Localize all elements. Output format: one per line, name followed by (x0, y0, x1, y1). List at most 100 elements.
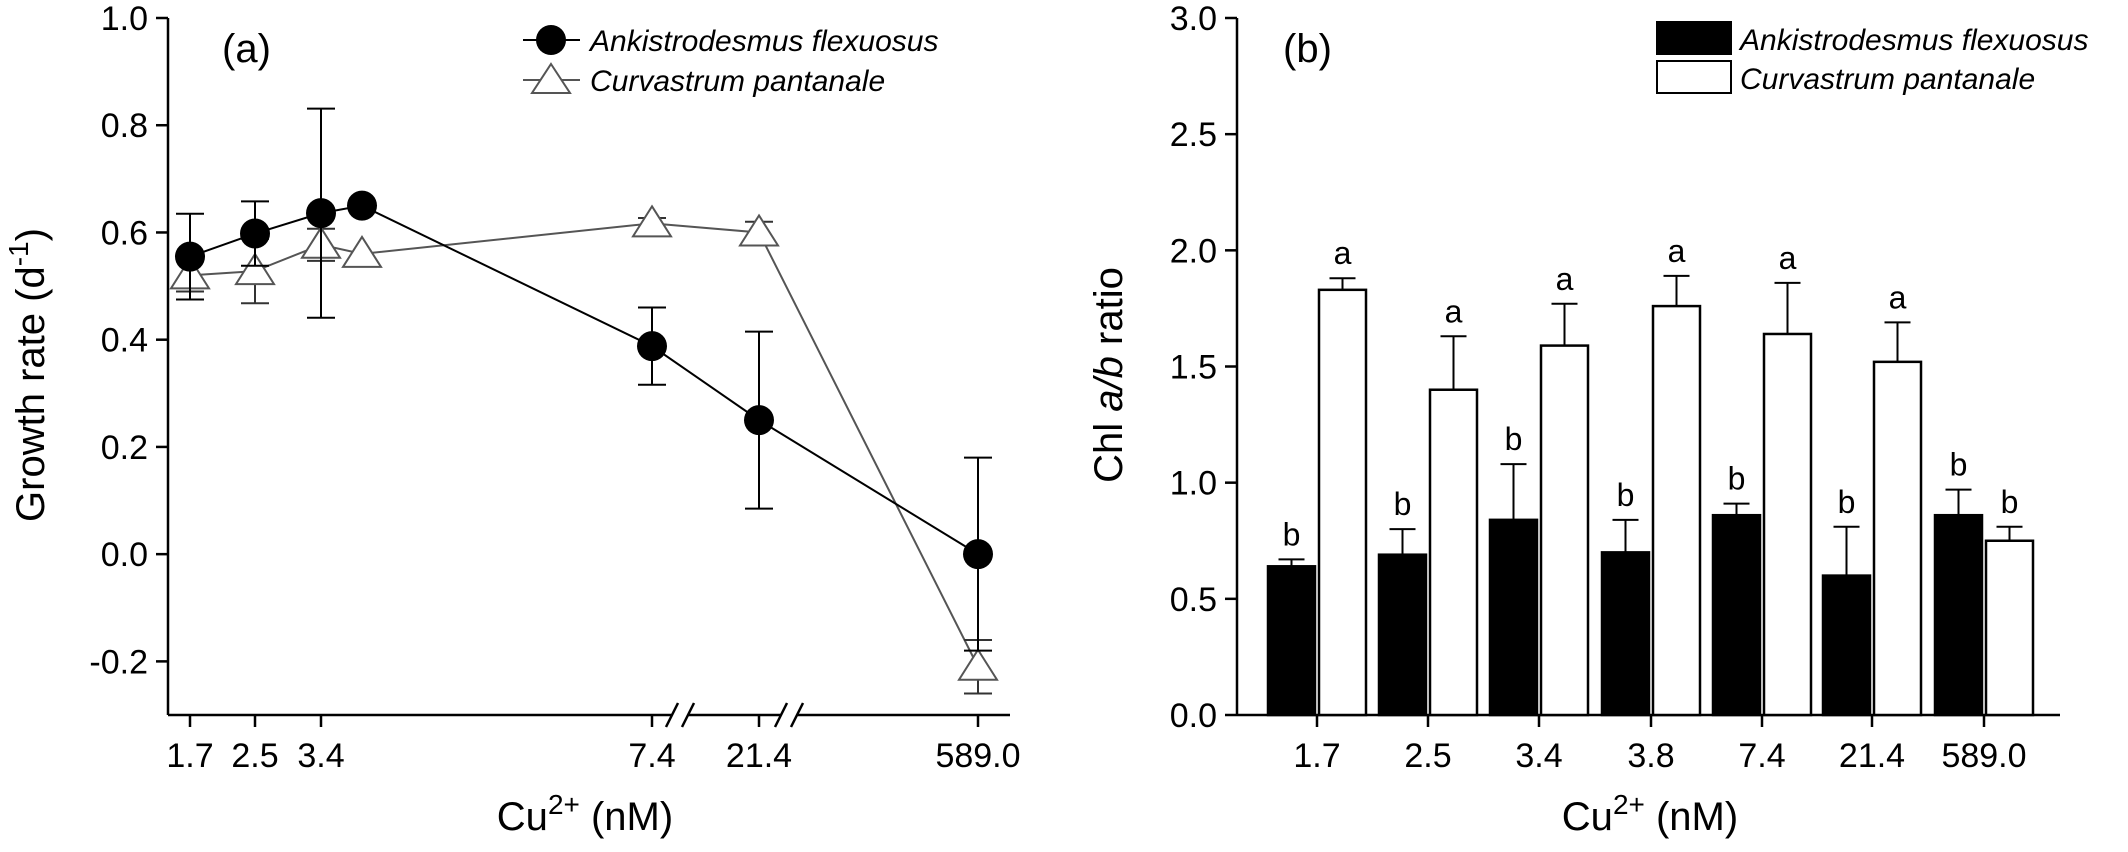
x-tick-label: 589.0 (935, 737, 1020, 775)
panel-b-x-axis-title: Cu2+ (nM) (1562, 789, 1738, 839)
bar-curvastrum (1762, 332, 1813, 717)
panel-a-series (169, 107, 999, 695)
x-tick-label: 7.4 (1738, 737, 1785, 775)
error-bar (1389, 528, 1416, 555)
error-bar (1500, 463, 1527, 520)
data-point-curvastrum (738, 213, 780, 247)
x-tick-label: 21.4 (726, 737, 792, 775)
data-point-ankistrodesmus (744, 405, 774, 436)
data-point-curvastrum (957, 647, 999, 681)
significance-letter: a (1779, 240, 1797, 276)
panel-a-y-ticks: -0.2 0.0 0.2 0.4 0.6 0.8 1.0 (89, 0, 168, 681)
data-point-ankistrodesmus (306, 198, 336, 229)
x-tick-label: 1.7 (166, 737, 213, 775)
legend-label-ankistrodesmus: Ankistrodesmus flexuosus (588, 25, 939, 58)
significance-letter: a (1556, 261, 1574, 297)
error-bar (1833, 525, 1860, 576)
significance-letter: a (1334, 235, 1352, 271)
bar-curvastrum (1984, 539, 2035, 717)
significance-letter: a (1668, 233, 1686, 269)
data-point-curvastrum (631, 204, 673, 238)
y-tick-label: 0.2 (101, 429, 148, 467)
y-tick-label: -0.2 (89, 643, 148, 681)
legend-item-ankistrodesmus: Ankistrodesmus flexuosus (523, 25, 939, 58)
y-tick-label: 1.0 (1170, 465, 1217, 503)
data-point-ankistrodesmus (175, 241, 205, 272)
bar-ankistrodesmus (1711, 513, 1762, 717)
axis-break-mark (680, 702, 696, 728)
y-tick-label: 0.4 (101, 322, 148, 360)
y-tick-label: 3.0 (1170, 0, 1217, 38)
y-tick-label: 2.5 (1170, 116, 1217, 154)
y-tick-label: 0.0 (101, 536, 148, 574)
axis-break-mark (773, 702, 789, 728)
bar-ankistrodesmus (1821, 574, 1872, 717)
x-tick-label: 2.5 (231, 737, 278, 775)
axis-break-mark (789, 702, 805, 728)
bar-curvastrum (1317, 288, 1368, 717)
legend-open-triangle-marker (530, 62, 572, 94)
panel-a-legend: Ankistrodesmus flexuosus Curvastrum pant… (523, 25, 939, 98)
legend-label-curvastrum-bar: Curvastrum pantanale (1740, 63, 2035, 96)
panel-a-line-chart: -0.2 0.0 0.2 0.4 0.6 0.8 1.0 1.7 2.5 3.4 7.4 21.4 5… (3, 0, 1021, 839)
x-tick-label: 2.5 (1404, 737, 1451, 775)
legend-white-swatch (1656, 60, 1732, 94)
axis-break-mark (664, 702, 680, 728)
error-bar (1723, 502, 1750, 516)
panel-a-y-axis-title: Growth rate (d-1) (3, 228, 53, 522)
legend-label-ankistrodesmus-bar: Ankistrodesmus flexuosus (1738, 24, 2089, 57)
panel-b-label: (b) (1283, 27, 1332, 71)
y-tick-label: 0.6 (101, 214, 148, 252)
y-tick-label: 1.0 (101, 0, 148, 38)
bar-curvastrum (1651, 304, 1702, 717)
x-tick-label: 1.7 (1293, 737, 1340, 775)
error-bar (1612, 518, 1639, 553)
panel-b-y-ticks: 0.0 0.5 1.0 1.5 2.0 2.5 3.0 (1170, 0, 1237, 735)
legend-item-curvastrum-bar: Curvastrum pantanale (1656, 60, 2035, 96)
series-line-curvastrum (189, 222, 979, 668)
legend-item-curvastrum: Curvastrum pantanale (523, 62, 885, 98)
panel-a-x-ticks: 1.7 2.5 3.4 7.4 21.4 589.0 (166, 715, 1021, 775)
bar-ankistrodesmus (1488, 518, 1539, 717)
x-tick-label: 3.4 (1515, 737, 1562, 775)
data-point-ankistrodesmus (637, 331, 667, 362)
panel-b-y-axis-title: Chl a/b ratio (1087, 267, 1131, 483)
data-point-ankistrodesmus (240, 218, 270, 249)
y-tick-label: 0.8 (101, 107, 148, 145)
bar-ankistrodesmus (1266, 565, 1317, 717)
significance-letter: a (1889, 279, 1907, 315)
error-bar (1551, 302, 1578, 346)
significance-letter: b (1728, 461, 1746, 497)
x-tick-label: 3.4 (297, 737, 344, 775)
y-tick-label: 0.0 (1170, 697, 1217, 735)
significance-letter: b (1617, 477, 1635, 513)
significance-letter: b (1283, 516, 1301, 552)
significance-letter: b (1394, 486, 1412, 522)
bar-curvastrum (1428, 388, 1479, 717)
error-bar (1945, 488, 1972, 516)
significance-letter: b (2001, 484, 2019, 520)
bar-curvastrum (1539, 344, 1590, 717)
error-bar (1278, 558, 1305, 567)
bar-ankistrodesmus (1933, 513, 1984, 717)
panel-a-label: (a) (222, 27, 271, 71)
significance-letter: a (1445, 293, 1463, 329)
panel-a-x-axis-title: Cu2+ (nM) (497, 789, 673, 839)
error-bar (1663, 274, 1690, 307)
legend-filled-circle-marker (536, 25, 566, 55)
error-bar (1996, 525, 2023, 541)
bar-curvastrum (1872, 360, 1923, 717)
y-tick-label: 1.5 (1170, 349, 1217, 387)
x-tick-label: 589.0 (1941, 737, 2026, 775)
significance-letter: b (1505, 421, 1523, 457)
x-tick-label: 21.4 (1839, 737, 1905, 775)
significance-letter: b (1950, 447, 1968, 483)
legend-item-ankistrodesmus-bar: Ankistrodesmus flexuosus (1656, 21, 2089, 57)
bar-ankistrodesmus (1377, 553, 1428, 717)
error-bar (1774, 281, 1801, 334)
panel-b-x-ticks: 1.7 2.5 3.4 3.8 7.4 21.4 589.0 (1293, 715, 2027, 775)
panel-a-x-axis (168, 702, 1010, 728)
y-tick-label: 0.5 (1170, 581, 1217, 619)
